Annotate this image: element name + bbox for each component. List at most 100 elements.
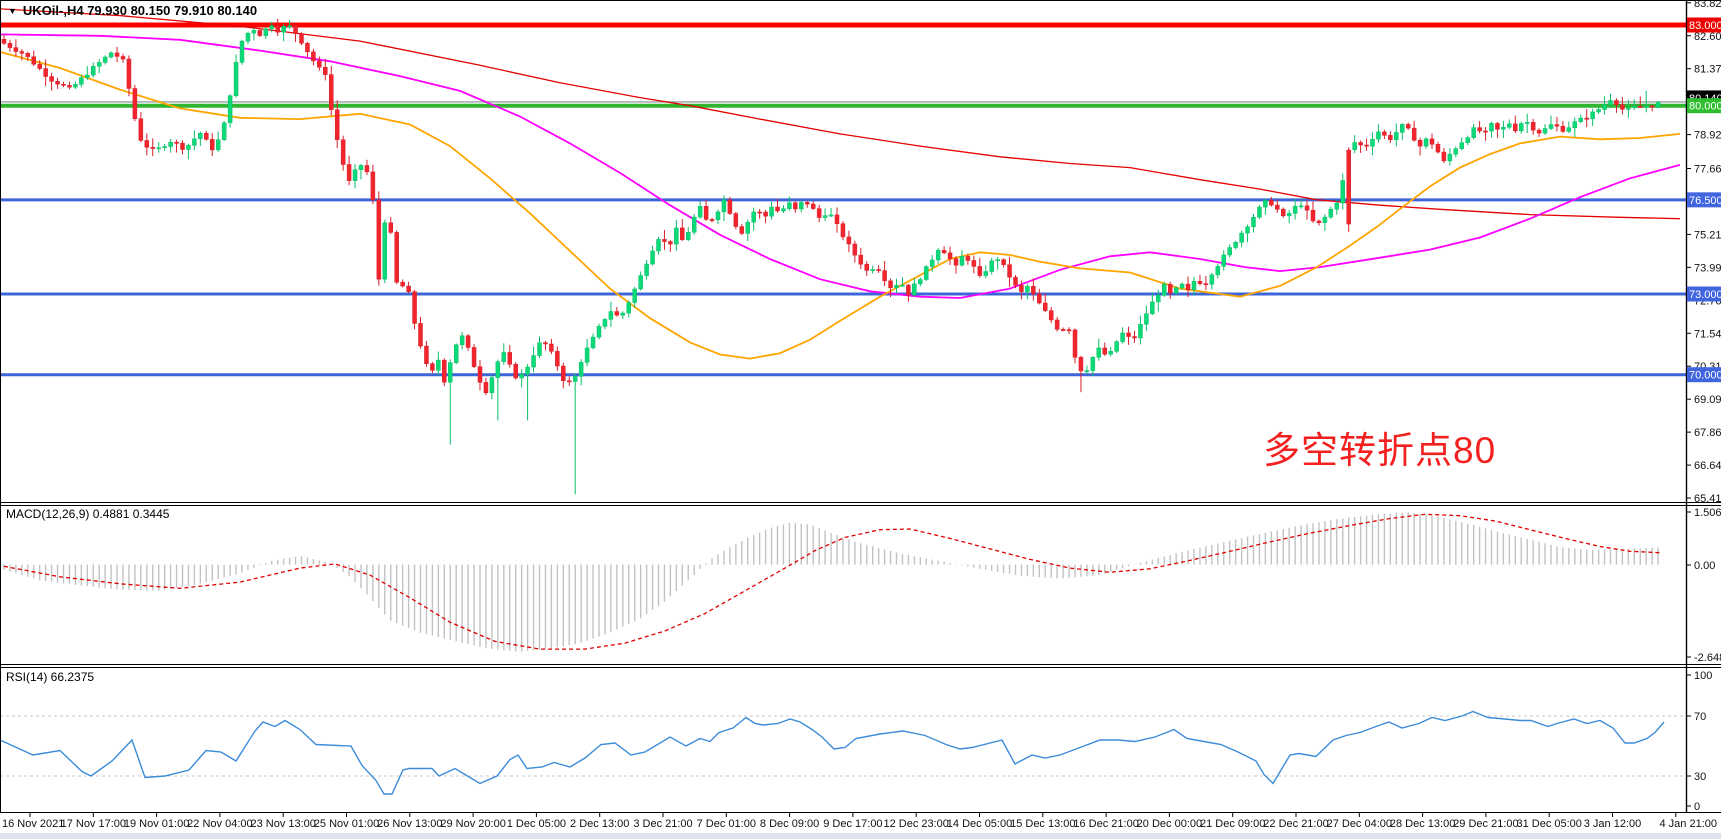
macd-axis-label: -2.6487 [1694, 652, 1721, 664]
candle-body [1179, 283, 1185, 289]
candle-body [924, 266, 929, 280]
price-tick-label: 66.640 [1694, 460, 1721, 472]
candle-body [1007, 264, 1012, 278]
dropdown-arrow-icon[interactable]: ▼ [8, 5, 17, 16]
rsi-axis-label: 100 [1694, 670, 1712, 682]
ma-slow-red-line [0, 8, 1681, 220]
candle-body [221, 122, 227, 140]
candle-body [1078, 356, 1084, 372]
candle-body [174, 141, 179, 144]
candle-body [239, 40, 245, 63]
candle-body [352, 169, 358, 181]
candle-body [1340, 180, 1345, 204]
candle-body [210, 139, 215, 151]
candle-body [358, 165, 364, 170]
candle-body [674, 227, 679, 245]
candle-body [31, 56, 36, 65]
candle-body [840, 223, 846, 238]
candle-body [156, 147, 161, 150]
candle-body [1269, 200, 1274, 206]
candle-body [1132, 336, 1137, 339]
candle-body [709, 219, 715, 221]
date-label: 19 Nov 01:00 [124, 818, 189, 830]
candle-body [1108, 351, 1113, 355]
candle-body [858, 254, 864, 265]
candle-body [608, 311, 614, 320]
candle-body [1584, 117, 1589, 120]
candle-body [400, 281, 405, 287]
candle-body [1102, 347, 1107, 355]
candle-body [1548, 124, 1554, 129]
candle-body [1655, 101, 1661, 108]
price-tick-label: 71.540 [1694, 328, 1721, 340]
candle-body [1501, 127, 1506, 130]
candle-body [644, 263, 649, 276]
rsi-indicator-label: RSI(14) 66.2375 [6, 670, 95, 684]
candle-body [1489, 123, 1494, 132]
candle-body [67, 85, 72, 88]
candle-body [1495, 123, 1500, 130]
date-label: 4 Jan 21:00 [1660, 818, 1718, 830]
candle-body [1156, 295, 1161, 303]
candle-body [1572, 121, 1578, 128]
candle-body [1066, 329, 1072, 332]
date-label: 22 Dec 21:00 [1263, 818, 1328, 830]
candle-body [1048, 310, 1054, 321]
candle-body [1626, 107, 1631, 110]
candle-body [477, 366, 483, 383]
candle-body [73, 84, 78, 88]
price-tick-label: 67.865 [1694, 427, 1721, 439]
candle-body [852, 243, 858, 256]
rsi-axis-label: 0 [1694, 801, 1700, 813]
candle-body [1417, 140, 1423, 147]
candle-body [1346, 149, 1351, 225]
candle-body [810, 203, 816, 209]
candle-body [91, 66, 96, 76]
date-label: 22 Nov 04:00 [187, 818, 252, 830]
candle-body [995, 259, 1000, 262]
candle-body [418, 323, 423, 347]
candle-body [204, 132, 209, 140]
candle-body [531, 355, 536, 368]
candle-body [489, 377, 495, 394]
level-price-label: 73.000 [1689, 289, 1721, 301]
candle-body [1519, 123, 1524, 132]
candle-body [370, 171, 376, 201]
candle-body [1447, 153, 1453, 162]
candle-body [471, 347, 477, 367]
candle-body [263, 28, 269, 36]
candle-body [1614, 100, 1619, 105]
price-tick-label: 78.925 [1694, 130, 1721, 142]
candle-body [596, 326, 602, 338]
candle-body [1536, 129, 1542, 134]
candle-body [953, 258, 959, 266]
candle-body [1530, 122, 1536, 131]
candle-body [941, 250, 947, 254]
candle-body [912, 283, 917, 296]
candle-body [787, 202, 792, 209]
macd-indicator-label: MACD(12,26,9) 0.4881 0.3445 [6, 507, 170, 521]
candle-body [269, 25, 274, 30]
candle-body [1054, 319, 1060, 330]
chart-annotation-text[interactable]: 多空转折点80 [1263, 430, 1497, 471]
candle-body [1513, 123, 1518, 132]
candle-body [1560, 125, 1566, 132]
candle-body [715, 211, 721, 220]
candle-body [906, 284, 911, 296]
symbol-title: UKOil-,H4 79.930 80.150 79.910 80.140 [22, 3, 258, 18]
candle-body [1084, 370, 1090, 373]
candle-body [1072, 329, 1078, 358]
candle-body [1031, 286, 1036, 295]
candle-body [85, 74, 90, 78]
candle-body [1400, 124, 1405, 133]
candle-body [816, 208, 822, 218]
candle-body [632, 288, 637, 303]
candle-body [162, 146, 167, 149]
candle-body [13, 47, 19, 52]
candle-body [394, 232, 399, 283]
candle-body [1620, 104, 1625, 110]
candle-body [918, 279, 923, 285]
candle-body [1394, 132, 1399, 140]
